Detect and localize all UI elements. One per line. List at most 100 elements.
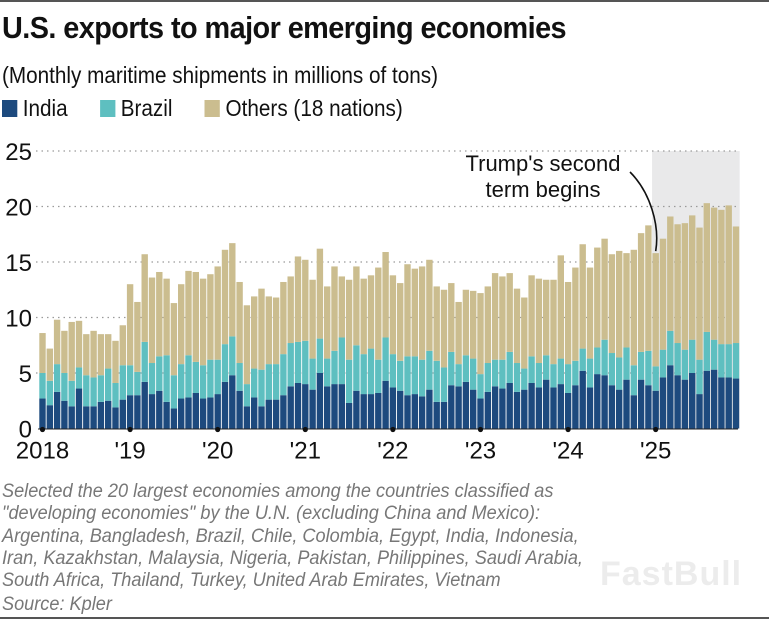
bar-segment-brazil bbox=[528, 356, 535, 383]
bar-segment-brazil bbox=[375, 359, 382, 393]
bar-segment-brazil bbox=[251, 368, 258, 398]
bar-segment-india bbox=[418, 396, 426, 429]
bar-segment-india bbox=[46, 405, 53, 429]
bar-segment-brazil bbox=[353, 345, 360, 391]
bar-segment-india bbox=[637, 379, 645, 429]
bar-segment-others bbox=[258, 288, 265, 370]
bar-segment-india bbox=[199, 398, 207, 429]
bar-segment-others bbox=[156, 271, 163, 357]
bar-stack bbox=[265, 296, 272, 429]
bar-segment-india bbox=[696, 394, 703, 429]
bar-segment-brazil bbox=[681, 349, 689, 380]
bar-segment-india bbox=[112, 407, 119, 429]
bar-segment-others bbox=[411, 268, 418, 357]
bar-segment-india bbox=[477, 398, 484, 429]
bar-stack bbox=[61, 330, 68, 429]
bar-segment-brazil bbox=[97, 375, 105, 402]
bar-stack bbox=[382, 252, 389, 429]
bar-segment-india bbox=[645, 385, 652, 429]
bar-segment-others bbox=[302, 259, 309, 341]
bar-segment-others bbox=[455, 301, 462, 365]
x-tick-dot bbox=[215, 426, 221, 433]
bar-stack bbox=[404, 264, 411, 429]
x-tick-label: '21 bbox=[290, 438, 321, 465]
bar-segment-others bbox=[324, 286, 331, 359]
bar-segment-others bbox=[594, 247, 601, 348]
bar-segment-brazil bbox=[645, 350, 652, 386]
bar-segment-brazil bbox=[718, 344, 725, 378]
bar-segment-brazil bbox=[316, 338, 324, 373]
bar-segment-india bbox=[652, 390, 659, 429]
legend: India Brazil Others (18 nations) bbox=[2, 95, 435, 121]
bar-segment-india bbox=[506, 382, 513, 429]
bar-stack bbox=[543, 279, 550, 429]
bar-segment-others bbox=[105, 334, 112, 369]
footnote-line: Argentina, Bangladesh, Brazil, Chile, Co… bbox=[2, 524, 579, 547]
bar-segment-others bbox=[732, 226, 740, 344]
bar-segment-others bbox=[345, 279, 353, 360]
bar-stack bbox=[280, 281, 287, 429]
bar-segment-brazil bbox=[83, 375, 90, 407]
bar-segment-india bbox=[550, 387, 557, 429]
bar-stack bbox=[513, 288, 521, 429]
bar-stack bbox=[53, 319, 61, 429]
bar-segment-brazil bbox=[156, 356, 163, 391]
bar-stack bbox=[134, 301, 141, 429]
bar-segment-india bbox=[440, 401, 448, 429]
bar-segment-others bbox=[294, 256, 302, 342]
bar-segment-brazil bbox=[309, 358, 316, 390]
bar-segment-brazil bbox=[637, 351, 645, 380]
bar-segment-india bbox=[718, 377, 725, 429]
y-tick-label: 0 bbox=[19, 417, 32, 444]
bar-segment-india bbox=[557, 384, 564, 429]
bar-segment-brazil bbox=[513, 363, 521, 392]
bar-segment-brazil bbox=[499, 359, 506, 389]
bar-segment-brazil bbox=[594, 347, 601, 375]
bar-stack bbox=[630, 249, 637, 429]
bar-segment-india bbox=[75, 388, 83, 429]
bottom-rule bbox=[0, 617, 769, 619]
bar-segment-india bbox=[448, 385, 455, 429]
bar-segment-others bbox=[418, 266, 426, 360]
bar-segment-india bbox=[572, 385, 579, 429]
legend-label-india: India bbox=[22, 94, 68, 121]
bar-stack bbox=[251, 296, 258, 429]
bar-stack bbox=[229, 243, 236, 429]
bar-segment-india bbox=[105, 400, 112, 429]
bar-segment-others bbox=[287, 276, 294, 344]
bar-segment-others bbox=[360, 278, 367, 355]
bar-segment-others bbox=[462, 289, 470, 356]
bar-segment-india bbox=[703, 370, 710, 429]
bar-segment-india bbox=[586, 387, 594, 429]
bar-segment-brazil bbox=[360, 354, 367, 395]
annotation-line-2: term begins bbox=[486, 177, 601, 202]
bar-stack bbox=[39, 333, 46, 429]
bar-stack bbox=[163, 278, 170, 429]
bar-segment-brazil bbox=[725, 344, 732, 378]
bar-segment-others bbox=[61, 330, 68, 373]
bar-segment-india bbox=[623, 379, 630, 429]
bar-segment-brazil bbox=[112, 382, 119, 408]
bar-segment-india bbox=[170, 408, 178, 429]
bar-segment-brazil bbox=[477, 374, 484, 399]
bar-segment-brazil bbox=[608, 353, 616, 386]
bar-segment-others bbox=[375, 267, 382, 360]
watermark: FastBull bbox=[600, 555, 743, 593]
bar-segment-brazil bbox=[90, 377, 97, 407]
bar-segment-brazil bbox=[46, 380, 53, 406]
bar-segment-others bbox=[338, 276, 345, 338]
bar-stack bbox=[732, 226, 740, 429]
bar-segment-others bbox=[316, 248, 324, 339]
bar-segment-others bbox=[97, 334, 105, 376]
bar-stack bbox=[637, 233, 645, 429]
bar-segment-india bbox=[601, 375, 608, 429]
bar-segment-india bbox=[375, 392, 382, 429]
bar-segment-india bbox=[207, 397, 214, 429]
bar-segment-others bbox=[382, 252, 389, 338]
bar-segment-brazil bbox=[557, 358, 564, 385]
bar-segment-india bbox=[491, 386, 499, 429]
bar-segment-others bbox=[440, 289, 448, 368]
bar-segment-india bbox=[214, 394, 221, 429]
bar-segment-brazil bbox=[659, 349, 667, 378]
bar-segment-others bbox=[550, 279, 557, 365]
